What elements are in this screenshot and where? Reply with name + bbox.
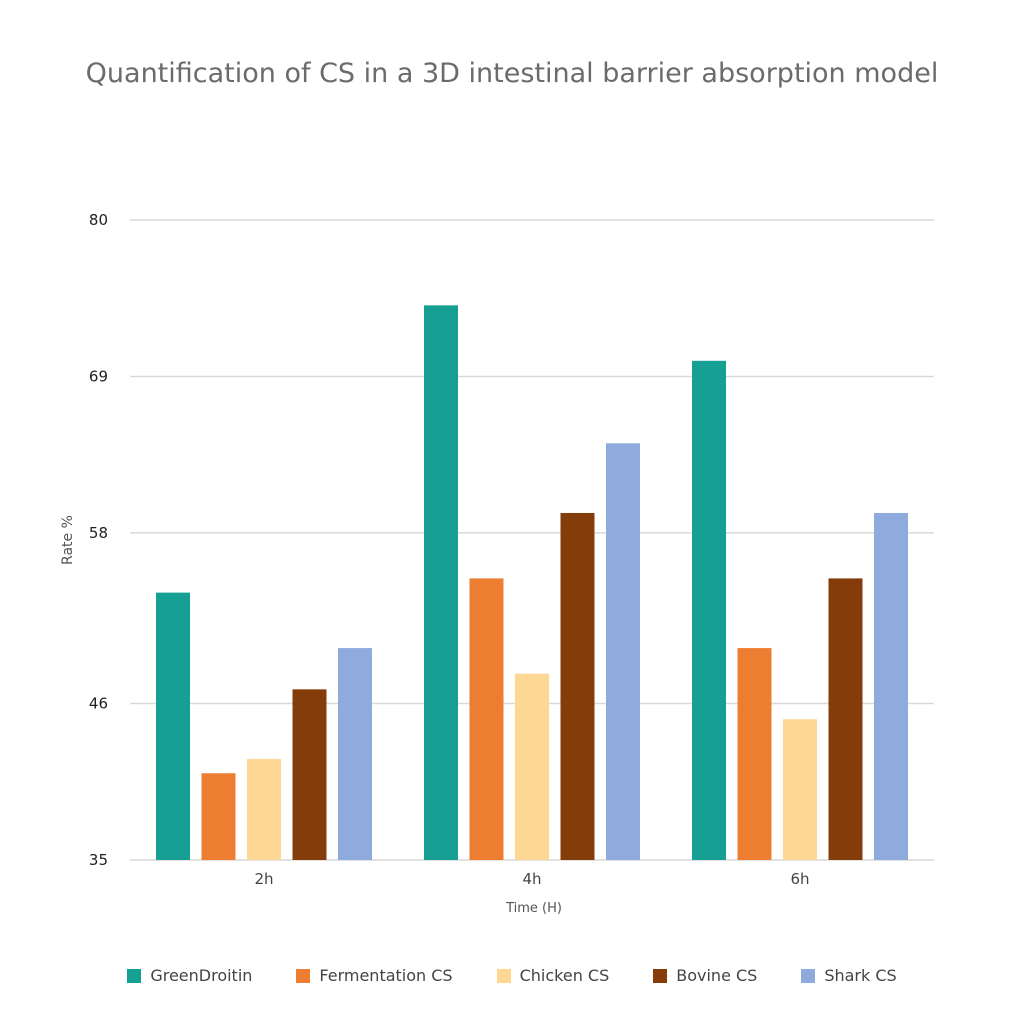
bar-fermentation-cs-4h (469, 578, 504, 860)
legend-label: Shark CS (824, 966, 897, 985)
x-tick-label: 6h (790, 870, 809, 888)
x-tick-label: 2h (254, 870, 273, 888)
chart-title: Quantification of CS in a 3D intestinal … (85, 58, 939, 89)
legend-item: Bovine CS (653, 966, 757, 985)
legend-label: GreenDroitin (150, 966, 253, 985)
bar-shark-cs-2h (338, 648, 372, 860)
bar-fermentation-cs-2h (201, 773, 236, 860)
x-axis-label: Time (H) (505, 901, 562, 916)
legend-item: GreenDroitin (127, 966, 252, 985)
bar-bovine-cs-2h (292, 689, 327, 860)
legend-label: Fermentation CS (319, 966, 453, 985)
legend-label: Chicken CS (519, 966, 610, 985)
legend-swatch (496, 968, 511, 983)
legend-swatch (801, 968, 816, 983)
bar-chicken-cs-6h (783, 719, 817, 860)
bar-chart: 80 69 58 46 35 2h 4h 6h Rate % Time (H) (60, 211, 934, 916)
bar-greendroitin-2h (156, 592, 190, 860)
legend-item: Fermentation CS (296, 966, 453, 985)
legend-item: Shark CS (801, 966, 897, 985)
y-axis-label: Rate % (60, 515, 76, 565)
x-axis-ticks: 2h 4h 6h (254, 870, 809, 888)
bar-shark-cs-4h (606, 443, 640, 860)
bar-bovine-cs-4h (560, 512, 595, 860)
bar-greendroitin-6h (692, 360, 726, 860)
y-tick-label: 69 (89, 367, 108, 385)
legend-item: Chicken CS (496, 966, 610, 985)
legend-swatch (296, 968, 311, 983)
bar-fermentation-cs-6h (737, 648, 772, 860)
y-tick-label: 46 (89, 695, 108, 713)
bar-chicken-cs-2h (247, 759, 281, 860)
y-axis-ticks: 80 69 58 46 35 (89, 211, 108, 869)
y-tick-label: 80 (89, 211, 108, 229)
x-tick-label: 4h (522, 870, 541, 888)
bars (156, 305, 908, 860)
legend-label: Bovine CS (676, 966, 758, 985)
legend: GreenDroitin Fermentation CS Chicken CS Bov… (0, 966, 1024, 985)
bar-shark-cs-6h (874, 512, 908, 860)
bar-greendroitin-4h (424, 305, 458, 860)
legend-swatch (127, 968, 142, 983)
bar-chicken-cs-4h (515, 673, 549, 860)
bar-bovine-cs-6h (828, 578, 863, 860)
legend-swatch (653, 968, 668, 983)
y-tick-label: 58 (89, 524, 108, 542)
y-tick-label: 35 (89, 851, 108, 869)
